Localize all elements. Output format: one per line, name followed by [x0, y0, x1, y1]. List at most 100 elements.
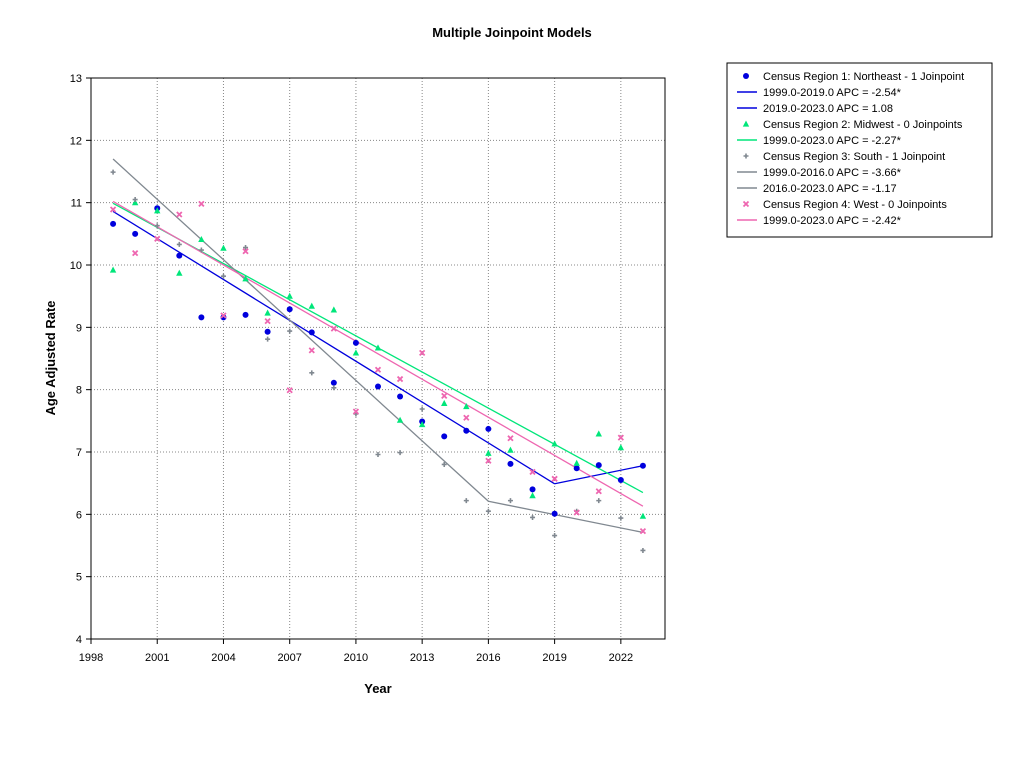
data-point-region-4 [286, 387, 293, 394]
data-point-region-3 [220, 273, 226, 279]
data-point-region-3 [243, 245, 249, 251]
x-tick-label: 2022 [609, 652, 633, 664]
y-tick-label: 12 [70, 135, 82, 147]
data-point-region-3 [265, 336, 271, 342]
legend-fit-label: 1999.0-2023.0 APC = -2.27* [763, 135, 902, 147]
x-axis-title: Year [364, 681, 391, 696]
data-point-region-4 [595, 488, 602, 495]
legend-series-label: Census Region 2: Midwest - 0 Joinpoints [763, 119, 963, 131]
data-point-region-4 [176, 211, 183, 218]
legend: Census Region 1: Northeast - 1 Joinpoint… [726, 62, 993, 238]
data-point-region-2 [154, 207, 161, 214]
data-point-region-3 [463, 498, 469, 504]
legend-marker-region-3 [743, 153, 749, 159]
data-point-region-1 [573, 465, 580, 472]
data-point-region-2 [242, 275, 249, 282]
y-tick-label: 8 [76, 385, 82, 397]
data-point-region-1 [110, 220, 117, 227]
data-point-region-3 [596, 498, 602, 504]
data-point-region-3 [110, 169, 116, 175]
data-point-region-4 [419, 349, 426, 357]
y-tick-label: 13 [70, 73, 82, 85]
legend-fit-label: 1999.0-2019.0 APC = -2.54* [763, 87, 902, 99]
data-point-region-3 [530, 514, 536, 520]
grid-lines [91, 78, 665, 639]
data-point-region-2 [551, 440, 558, 447]
data-point-region-1 [463, 427, 470, 434]
fit-line-region-3 [112, 158, 489, 502]
data-point-region-4 [617, 434, 624, 441]
data-point-region-4 [308, 347, 315, 354]
y-tick-label: 6 [76, 509, 82, 521]
data-point-region-4 [551, 475, 558, 482]
data-point-region-2 [418, 421, 426, 428]
data-point-region-1 [264, 328, 271, 335]
data-point-region-3 [552, 533, 558, 539]
data-point-region-4 [352, 408, 360, 415]
y-tick-label: 11 [71, 198, 82, 210]
y-tick-label: 7 [76, 447, 82, 459]
data-point-region-4 [507, 435, 514, 442]
data-point-region-3 [397, 450, 403, 456]
data-point-region-3 [375, 451, 381, 457]
x-tick-label: 2019 [542, 652, 566, 664]
data-point-region-2 [131, 199, 139, 206]
legend-marker-region-4 [742, 200, 750, 208]
data-point-region-3 [154, 223, 160, 229]
x-tick-label: 2016 [476, 652, 500, 664]
data-point-region-3 [176, 241, 182, 247]
data-point-region-2 [264, 309, 271, 316]
data-point-region-4 [485, 457, 492, 464]
legend-series-label: Census Region 1: Northeast - 1 Joinpoint [763, 71, 964, 83]
data-point-region-3 [287, 328, 293, 334]
data-point-region-2 [198, 235, 205, 243]
data-point-region-2 [441, 399, 448, 406]
data-point-region-1 [639, 462, 646, 469]
x-tick-label: 2010 [344, 652, 368, 664]
data-point-region-1 [529, 486, 536, 493]
data-point-region-3 [198, 247, 204, 253]
data-point-region-3 [507, 498, 513, 504]
chart-title: Multiple Joinpoint Models [432, 25, 592, 40]
data-point-region-4 [109, 206, 117, 213]
data-point-region-2 [330, 306, 338, 313]
data-point-region-1 [397, 393, 404, 400]
data-point-region-1 [176, 252, 183, 259]
data-point-region-4 [198, 200, 205, 208]
data-point-region-4 [639, 528, 647, 535]
legend-frame [726, 62, 993, 238]
data-point-region-2 [573, 459, 580, 466]
data-point-region-1 [242, 311, 249, 318]
plot-area-frame [90, 77, 666, 640]
data-point-region-1 [617, 477, 624, 484]
x-tick-label: 2001 [145, 652, 169, 664]
x-tick-label: 1998 [79, 652, 103, 664]
x-tick-label: 2004 [211, 652, 235, 664]
data-point-region-2 [286, 292, 293, 299]
fit-line-region-4 [112, 200, 644, 507]
data-point-region-2 [176, 269, 183, 276]
data-point-region-4 [330, 325, 337, 332]
data-point-region-2 [529, 492, 536, 499]
data-point-region-1 [308, 329, 315, 336]
data-point-region-1 [352, 339, 359, 346]
y-tick-label: 9 [76, 322, 82, 334]
data-point-region-3 [331, 385, 337, 391]
legend-marker-region-2 [742, 120, 750, 127]
data-point-region-4 [220, 312, 227, 319]
data-point-region-2 [374, 344, 382, 351]
data-point-region-2 [352, 349, 360, 356]
y-tick-label: 4 [76, 634, 82, 646]
data-point-region-2 [109, 266, 117, 273]
fit-line-region-1 [554, 465, 644, 485]
legend-fit-label: 1999.0-2023.0 APC = -2.42* [763, 215, 902, 227]
data-point-region-4 [242, 248, 249, 255]
data-point-region-4 [573, 509, 580, 516]
data-point-region-2 [463, 402, 470, 410]
data-point-region-3 [419, 406, 425, 412]
data-point-region-1 [132, 230, 139, 237]
data-point-region-4 [396, 375, 404, 383]
legend-fit-label: 2019.0-2023.0 APC = 1.08 [763, 103, 893, 115]
data-point-region-3 [640, 547, 646, 553]
